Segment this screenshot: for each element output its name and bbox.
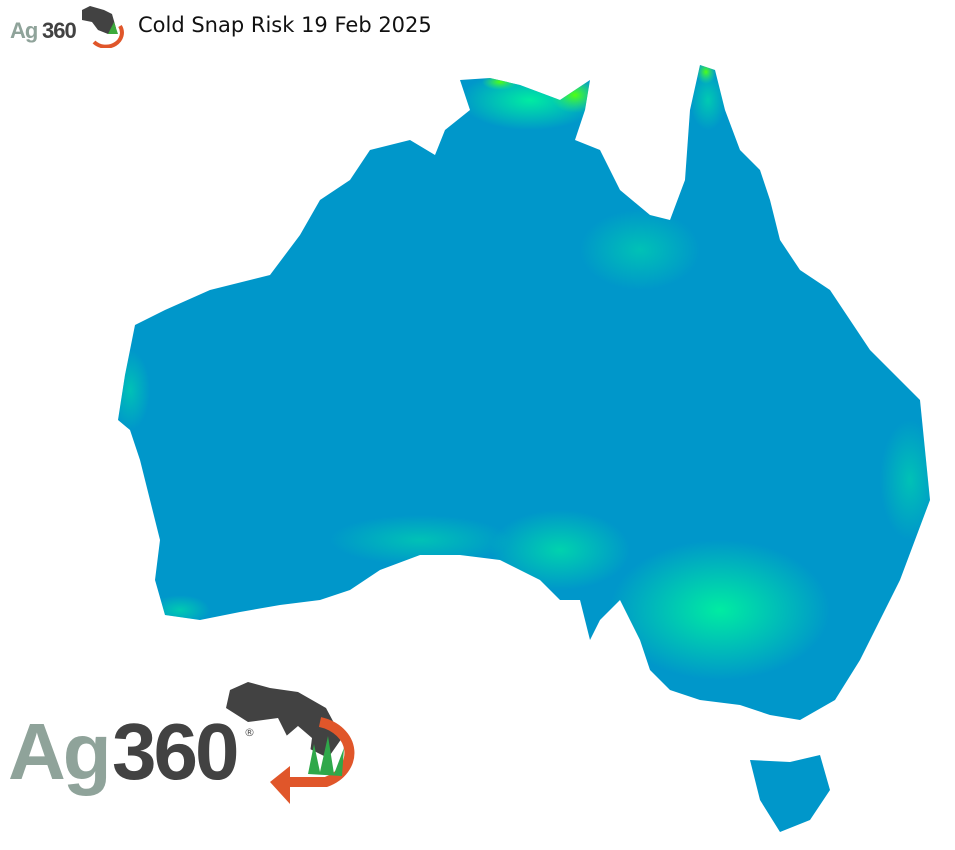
logo-text-num: 360 (112, 707, 239, 796)
high-risk-patch-arnhem (550, 77, 600, 113)
ag360-logo-small: Ag 360 (8, 4, 130, 48)
cow-logo-icon (226, 682, 355, 804)
risk-patch-sa (490, 510, 630, 590)
page-title: Cold Snap Risk 19 Feb 2025 (138, 13, 432, 37)
risk-patch-bight (330, 515, 510, 565)
logo-text-ag: Ag (8, 707, 112, 796)
risk-patch-east-coast (880, 420, 930, 540)
ag360-logo-watermark: Ag 360 ® (8, 678, 368, 808)
risk-patch-west-coast (118, 350, 150, 430)
high-risk-patch-tiwi (482, 74, 518, 90)
logo-text-num: 360 (42, 18, 77, 43)
risk-patch-gulf (580, 210, 700, 290)
logo-text-ag: Ag (10, 18, 38, 43)
cow-logo-icon (82, 6, 124, 48)
risk-patch-cape-york (690, 70, 726, 130)
header: Ag 360 Cold Snap Risk 19 Feb 2025 (8, 4, 432, 48)
risk-patch-victoria-nsw (610, 540, 830, 680)
registered-mark: ® (244, 726, 255, 739)
risk-patch-southwest (150, 595, 210, 625)
